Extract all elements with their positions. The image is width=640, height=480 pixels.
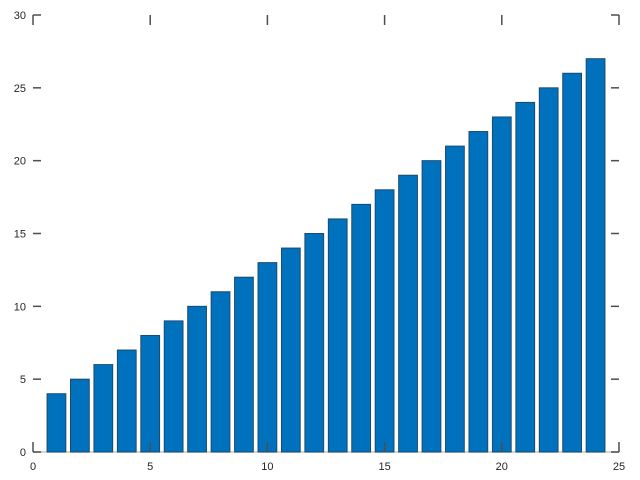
bar xyxy=(585,58,606,453)
bar xyxy=(327,218,348,453)
bar xyxy=(46,393,67,453)
bar xyxy=(515,101,536,453)
bar xyxy=(93,364,114,453)
x-tick-label: 25 xyxy=(613,461,625,473)
bar xyxy=(70,378,90,453)
x-tick-label: 20 xyxy=(496,461,508,473)
x-tick-label: 15 xyxy=(378,461,390,473)
bar xyxy=(116,349,137,453)
bar xyxy=(398,174,418,453)
y-tick-label: 10 xyxy=(14,301,26,313)
y-tick-label: 0 xyxy=(20,447,26,459)
bar xyxy=(257,262,278,453)
y-tick-label: 25 xyxy=(14,83,26,95)
y-tick-label: 15 xyxy=(14,229,26,241)
bar xyxy=(187,305,207,453)
y-tick-label: 30 xyxy=(14,10,26,22)
x-tick-label: 5 xyxy=(147,461,153,473)
bar xyxy=(163,320,184,453)
bar xyxy=(304,233,325,453)
y-tick-label: 20 xyxy=(14,156,26,168)
bar xyxy=(374,189,395,453)
bar xyxy=(445,145,465,453)
bar xyxy=(491,116,512,453)
x-tick-label: 10 xyxy=(261,461,273,473)
x-tick-label: 0 xyxy=(30,461,36,473)
bar xyxy=(210,291,231,453)
bar xyxy=(351,203,372,453)
bar xyxy=(538,87,559,453)
bar xyxy=(280,247,301,453)
bar xyxy=(468,131,489,453)
bar xyxy=(562,72,582,453)
bar xyxy=(140,334,161,453)
bar xyxy=(234,276,254,453)
y-tick-label: 5 xyxy=(20,374,26,386)
bar xyxy=(421,160,442,453)
